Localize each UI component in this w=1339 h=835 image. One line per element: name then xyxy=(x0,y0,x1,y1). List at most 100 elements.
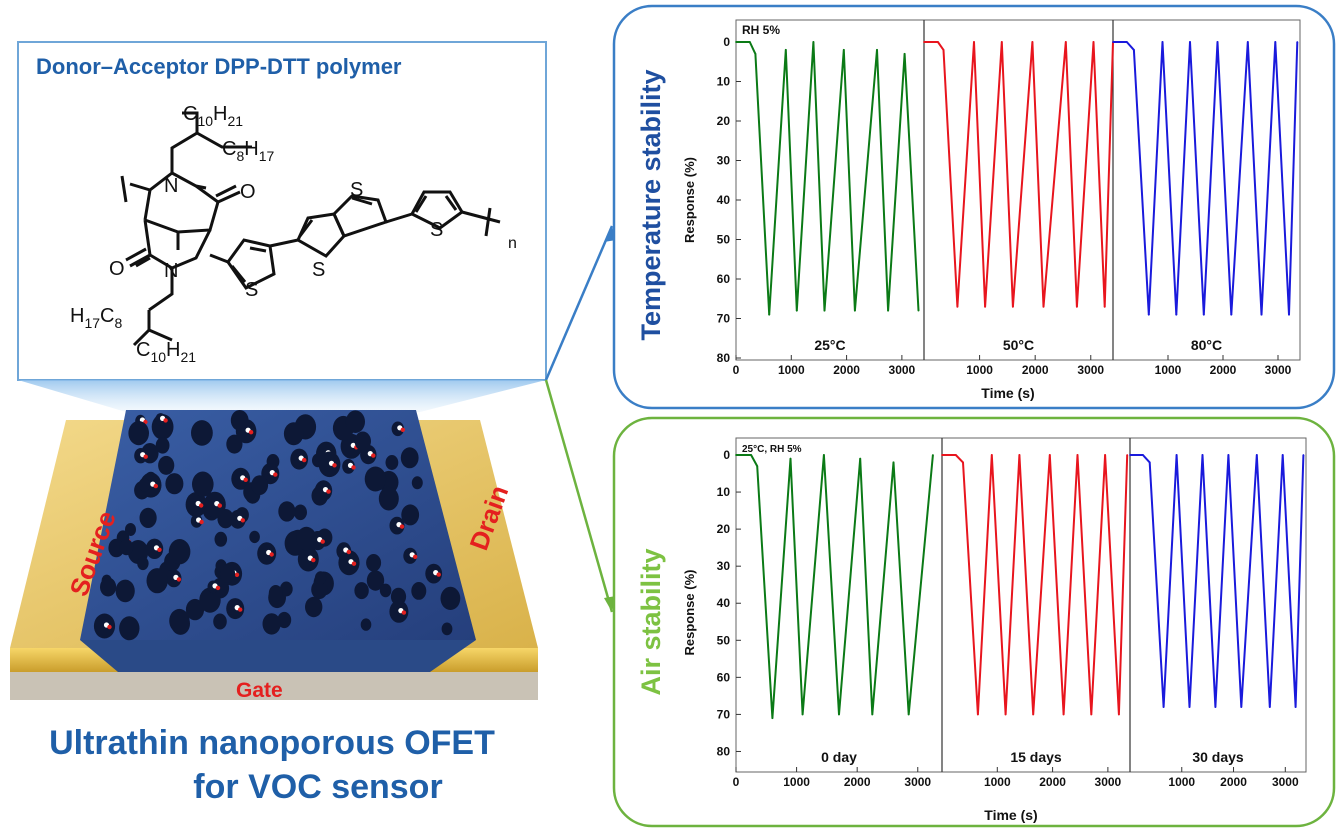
data-point xyxy=(887,309,889,312)
data-point xyxy=(1118,713,1120,716)
pore xyxy=(137,556,149,571)
data-point xyxy=(1133,49,1135,51)
x-tick-label: 2000 xyxy=(833,363,860,377)
molecule-dot xyxy=(302,457,307,463)
molecule-title: Donor–Acceptor DPP-DTT polymer xyxy=(36,54,402,79)
data-point xyxy=(1076,454,1079,456)
pore xyxy=(440,586,461,611)
data-point xyxy=(735,41,737,43)
pore xyxy=(354,582,369,600)
chain-c10h21-bottom: C10H21 xyxy=(136,339,196,365)
data-point xyxy=(903,53,906,55)
pore xyxy=(411,582,427,600)
pore xyxy=(366,570,385,591)
temperature-stability-chart: Temperature stability Response (%) 0 10 20 30… xyxy=(636,19,1301,401)
data-point xyxy=(937,41,939,43)
x-tick-label: 1000 xyxy=(783,775,810,789)
data-point xyxy=(756,465,759,467)
x-axis-label: Time (s) xyxy=(984,807,1037,823)
source-electrode-side xyxy=(10,648,118,672)
data-point xyxy=(854,309,856,312)
data-point xyxy=(1216,41,1219,43)
y-tick-label: 20 xyxy=(717,522,731,536)
pore xyxy=(283,422,304,446)
y-axis-label: Response (%) xyxy=(682,157,697,243)
x-tick-label: 3000 xyxy=(1265,363,1292,377)
pore xyxy=(169,608,190,633)
y-tick-label: 10 xyxy=(717,485,731,499)
atom-s-2: S xyxy=(312,259,325,281)
pore xyxy=(268,585,283,602)
data-point xyxy=(750,454,752,456)
x-axis-label: Time (s) xyxy=(981,385,1034,401)
molecule-dot xyxy=(401,610,407,615)
data-point xyxy=(977,713,979,716)
data-point xyxy=(1162,706,1165,708)
pore xyxy=(100,577,117,597)
y-tick-label: 80 xyxy=(717,351,731,365)
y-tick-label: 30 xyxy=(717,559,731,573)
pore xyxy=(226,434,243,454)
corner-note: 25°C, RH 5% xyxy=(742,444,802,455)
atom-o-top: O xyxy=(240,181,256,203)
data-point xyxy=(954,454,957,456)
zoom-beam xyxy=(18,380,546,412)
data-point xyxy=(823,309,826,312)
atom-n-bottom: N xyxy=(164,260,178,282)
data-point xyxy=(1064,41,1067,43)
panel-condition-label: 30 days xyxy=(1192,749,1244,765)
data-point xyxy=(871,713,874,716)
data-point xyxy=(859,457,862,460)
molecule-dot xyxy=(346,549,351,555)
pore xyxy=(138,478,151,492)
pore xyxy=(296,526,317,551)
data-point xyxy=(1201,454,1204,456)
pore xyxy=(165,473,184,495)
molecule-dot xyxy=(399,524,405,529)
data-point xyxy=(990,454,993,456)
corner-note: RH 5% xyxy=(742,23,780,37)
atom-n-top: N xyxy=(164,175,178,197)
data-point xyxy=(812,41,815,43)
data-point xyxy=(892,461,895,464)
data-point xyxy=(1274,41,1277,43)
data-point xyxy=(1090,713,1093,716)
molecule-dot xyxy=(199,519,204,525)
data-point xyxy=(942,49,945,51)
data-point xyxy=(1175,313,1178,316)
atom-s-3: S xyxy=(350,179,363,201)
pore xyxy=(108,538,125,558)
plot-frame xyxy=(735,19,1301,361)
data-point xyxy=(1268,706,1271,708)
pore xyxy=(441,622,453,636)
repeat-n: n xyxy=(508,235,517,252)
y-tick-label: 0 xyxy=(723,35,730,49)
data-point xyxy=(801,713,804,716)
y-tick-label: 10 xyxy=(717,75,731,89)
data-point xyxy=(917,309,920,312)
pore xyxy=(214,531,228,547)
x-tick-label: 0 xyxy=(733,363,740,377)
data-point xyxy=(1018,454,1021,456)
data-point xyxy=(1255,454,1258,456)
data-point xyxy=(784,49,787,51)
connector-temperature xyxy=(544,225,614,381)
pore xyxy=(191,420,213,446)
gate-label: Gate xyxy=(236,679,283,702)
data-point xyxy=(1240,706,1243,708)
structure-bonds xyxy=(120,111,501,347)
molecule-dot xyxy=(326,489,331,494)
pore xyxy=(401,504,420,526)
panel-condition-label: 0 day xyxy=(821,749,857,765)
x-tick-label: 2000 xyxy=(1039,775,1066,789)
x-tick-label: 2000 xyxy=(844,775,871,789)
data-point xyxy=(1147,313,1150,316)
connector-air xyxy=(544,379,614,613)
x-tick-label: 2000 xyxy=(1210,363,1237,377)
data-point xyxy=(771,717,774,719)
pore xyxy=(115,579,135,603)
data-point xyxy=(1142,454,1144,456)
pore xyxy=(278,501,296,522)
drain-electrode-side xyxy=(430,648,538,672)
y-tick-label: 70 xyxy=(717,312,731,326)
